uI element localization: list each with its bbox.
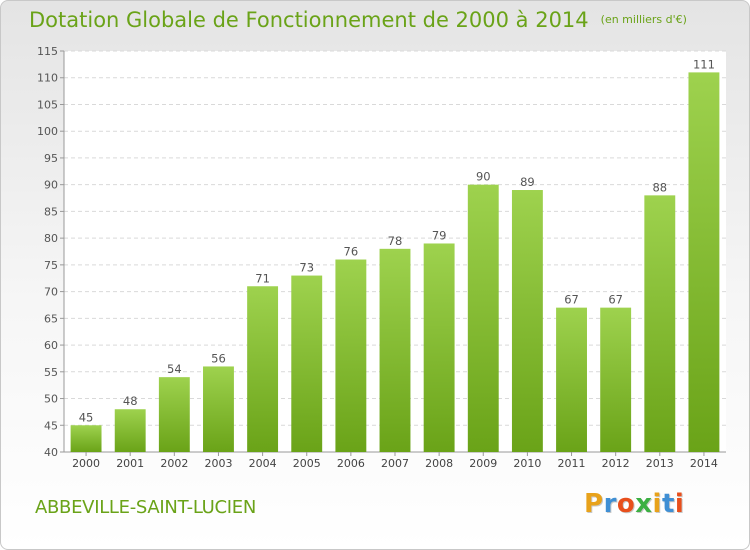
data-label: 67 bbox=[608, 293, 623, 307]
y-tick-label: 110 bbox=[37, 72, 58, 85]
bar bbox=[335, 259, 367, 452]
y-tick-label: 40 bbox=[44, 446, 58, 459]
x-tick-label: 2003 bbox=[204, 457, 232, 470]
y-tick-label: 65 bbox=[44, 312, 58, 325]
data-label: 73 bbox=[299, 261, 314, 275]
logo-letter: r bbox=[603, 489, 617, 519]
x-tick-label: 2009 bbox=[469, 457, 497, 470]
bar bbox=[467, 184, 499, 452]
bar bbox=[158, 377, 190, 452]
y-tick-label: 95 bbox=[44, 152, 58, 165]
chart-title-unit: (en milliers d'€) bbox=[600, 13, 687, 26]
data-label: 45 bbox=[79, 410, 94, 424]
logo-letter: i bbox=[652, 489, 662, 519]
data-label: 67 bbox=[564, 293, 579, 307]
y-tick-label: 80 bbox=[44, 232, 58, 245]
data-labels: 45 48 54 56 71 73 76 78 79 90 89 67 67 88 111 bbox=[79, 57, 715, 424]
x-tick-label: 2006 bbox=[337, 457, 365, 470]
x-tick-label: 2004 bbox=[249, 457, 277, 470]
commune-name: ABBEVILLE-SAINT-LUCIEN bbox=[35, 497, 257, 518]
x-tick-label: 2014 bbox=[690, 457, 718, 470]
bar bbox=[114, 409, 146, 452]
x-tick-label: 2010 bbox=[513, 457, 541, 470]
bar bbox=[423, 243, 455, 452]
data-label: 78 bbox=[388, 234, 403, 248]
y-tick-label: 100 bbox=[37, 125, 58, 138]
bar bbox=[247, 286, 279, 452]
y-tick-label: 55 bbox=[44, 366, 58, 379]
x-tick-label: 2002 bbox=[160, 457, 188, 470]
bar bbox=[511, 190, 543, 452]
x-axis: 2000 2001 2002 2003 2004 2005 2006 2007 2008 2009… bbox=[64, 451, 726, 470]
proxiti-logo: Proxiti bbox=[584, 489, 684, 519]
chart-title-text: Dotation Globale de Fonctionnement de 20… bbox=[29, 8, 589, 32]
x-tick-label: 2011 bbox=[558, 457, 586, 470]
data-label: 88 bbox=[652, 180, 667, 194]
chart-title: Dotation Globale de Fonctionnement de 20… bbox=[29, 8, 687, 32]
data-label: 54 bbox=[167, 362, 182, 376]
bar bbox=[203, 366, 234, 452]
data-label: 90 bbox=[476, 170, 491, 184]
y-tick-label: 60 bbox=[44, 339, 58, 352]
x-tick-label: 2013 bbox=[646, 457, 674, 470]
data-label: 79 bbox=[432, 228, 447, 242]
x-tick-label: 2000 bbox=[72, 457, 100, 470]
y-tick-label: 90 bbox=[44, 179, 58, 192]
x-tick-label: 2012 bbox=[602, 457, 630, 470]
x-tick-label: 2005 bbox=[293, 457, 321, 470]
bar bbox=[644, 195, 676, 453]
y-tick-label: 45 bbox=[44, 419, 58, 432]
data-label: 76 bbox=[344, 245, 359, 259]
bar bbox=[688, 72, 720, 453]
x-tick-label: 2008 bbox=[425, 457, 453, 470]
bar bbox=[70, 425, 102, 452]
y-tick-label: 105 bbox=[37, 98, 58, 111]
x-tick-label: 2001 bbox=[116, 457, 144, 470]
logo-letter: t bbox=[661, 489, 675, 519]
y-tick-label: 70 bbox=[44, 286, 58, 299]
data-label: 89 bbox=[520, 175, 535, 189]
bars bbox=[70, 72, 720, 453]
y-tick-label: 50 bbox=[44, 393, 58, 406]
x-tick-label: 2007 bbox=[381, 457, 409, 470]
y-axis: 40 45 50 55 60 65 70 75 80 85 90 95 100 105 110 115 bbox=[37, 45, 65, 459]
bar bbox=[556, 307, 587, 452]
bar bbox=[291, 275, 323, 452]
logo-letter: o bbox=[616, 489, 636, 519]
data-label: 48 bbox=[123, 394, 138, 408]
y-tick-label: 115 bbox=[37, 45, 58, 58]
logo-letter: P bbox=[584, 489, 604, 519]
bar bbox=[379, 248, 411, 452]
logo-letter: x bbox=[635, 489, 653, 519]
y-tick-label: 85 bbox=[44, 205, 58, 218]
logo-letter: i bbox=[674, 489, 685, 519]
y-tick-label: 75 bbox=[44, 259, 58, 272]
data-label: 71 bbox=[255, 271, 270, 285]
data-label: 111 bbox=[693, 57, 715, 71]
data-label: 56 bbox=[211, 351, 226, 365]
bar bbox=[600, 307, 632, 452]
